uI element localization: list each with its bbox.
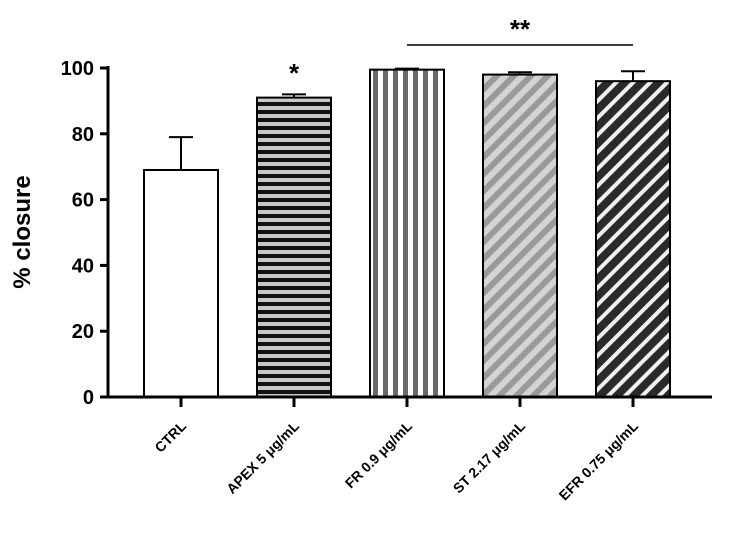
bar (595, 80, 671, 398)
y-tick-label: 60 (72, 190, 94, 212)
bar (482, 73, 558, 399)
y-axis-label: % closure (9, 175, 36, 288)
x-tick-label: CTRL (151, 417, 189, 455)
y-tick-label: 20 (72, 321, 94, 343)
y-tick-label: 80 (72, 124, 94, 146)
bar (369, 68, 445, 399)
annotation: ** (510, 14, 531, 44)
bar (143, 168, 219, 398)
x-tick-label: ST 2.17 μg/mL (450, 418, 529, 497)
y-tick-label: 100 (61, 58, 94, 80)
x-tick-label: APEX 5 μg/mL (223, 417, 302, 496)
x-tick-label: EFR 0.75 μg/mL (556, 417, 642, 503)
y-tick-label: 0 (83, 387, 94, 409)
bar (256, 96, 332, 399)
annotation: * (289, 58, 300, 88)
y-tick-label: 40 (72, 255, 94, 277)
x-tick-label: FR 0.9 μg/mL (342, 417, 416, 491)
